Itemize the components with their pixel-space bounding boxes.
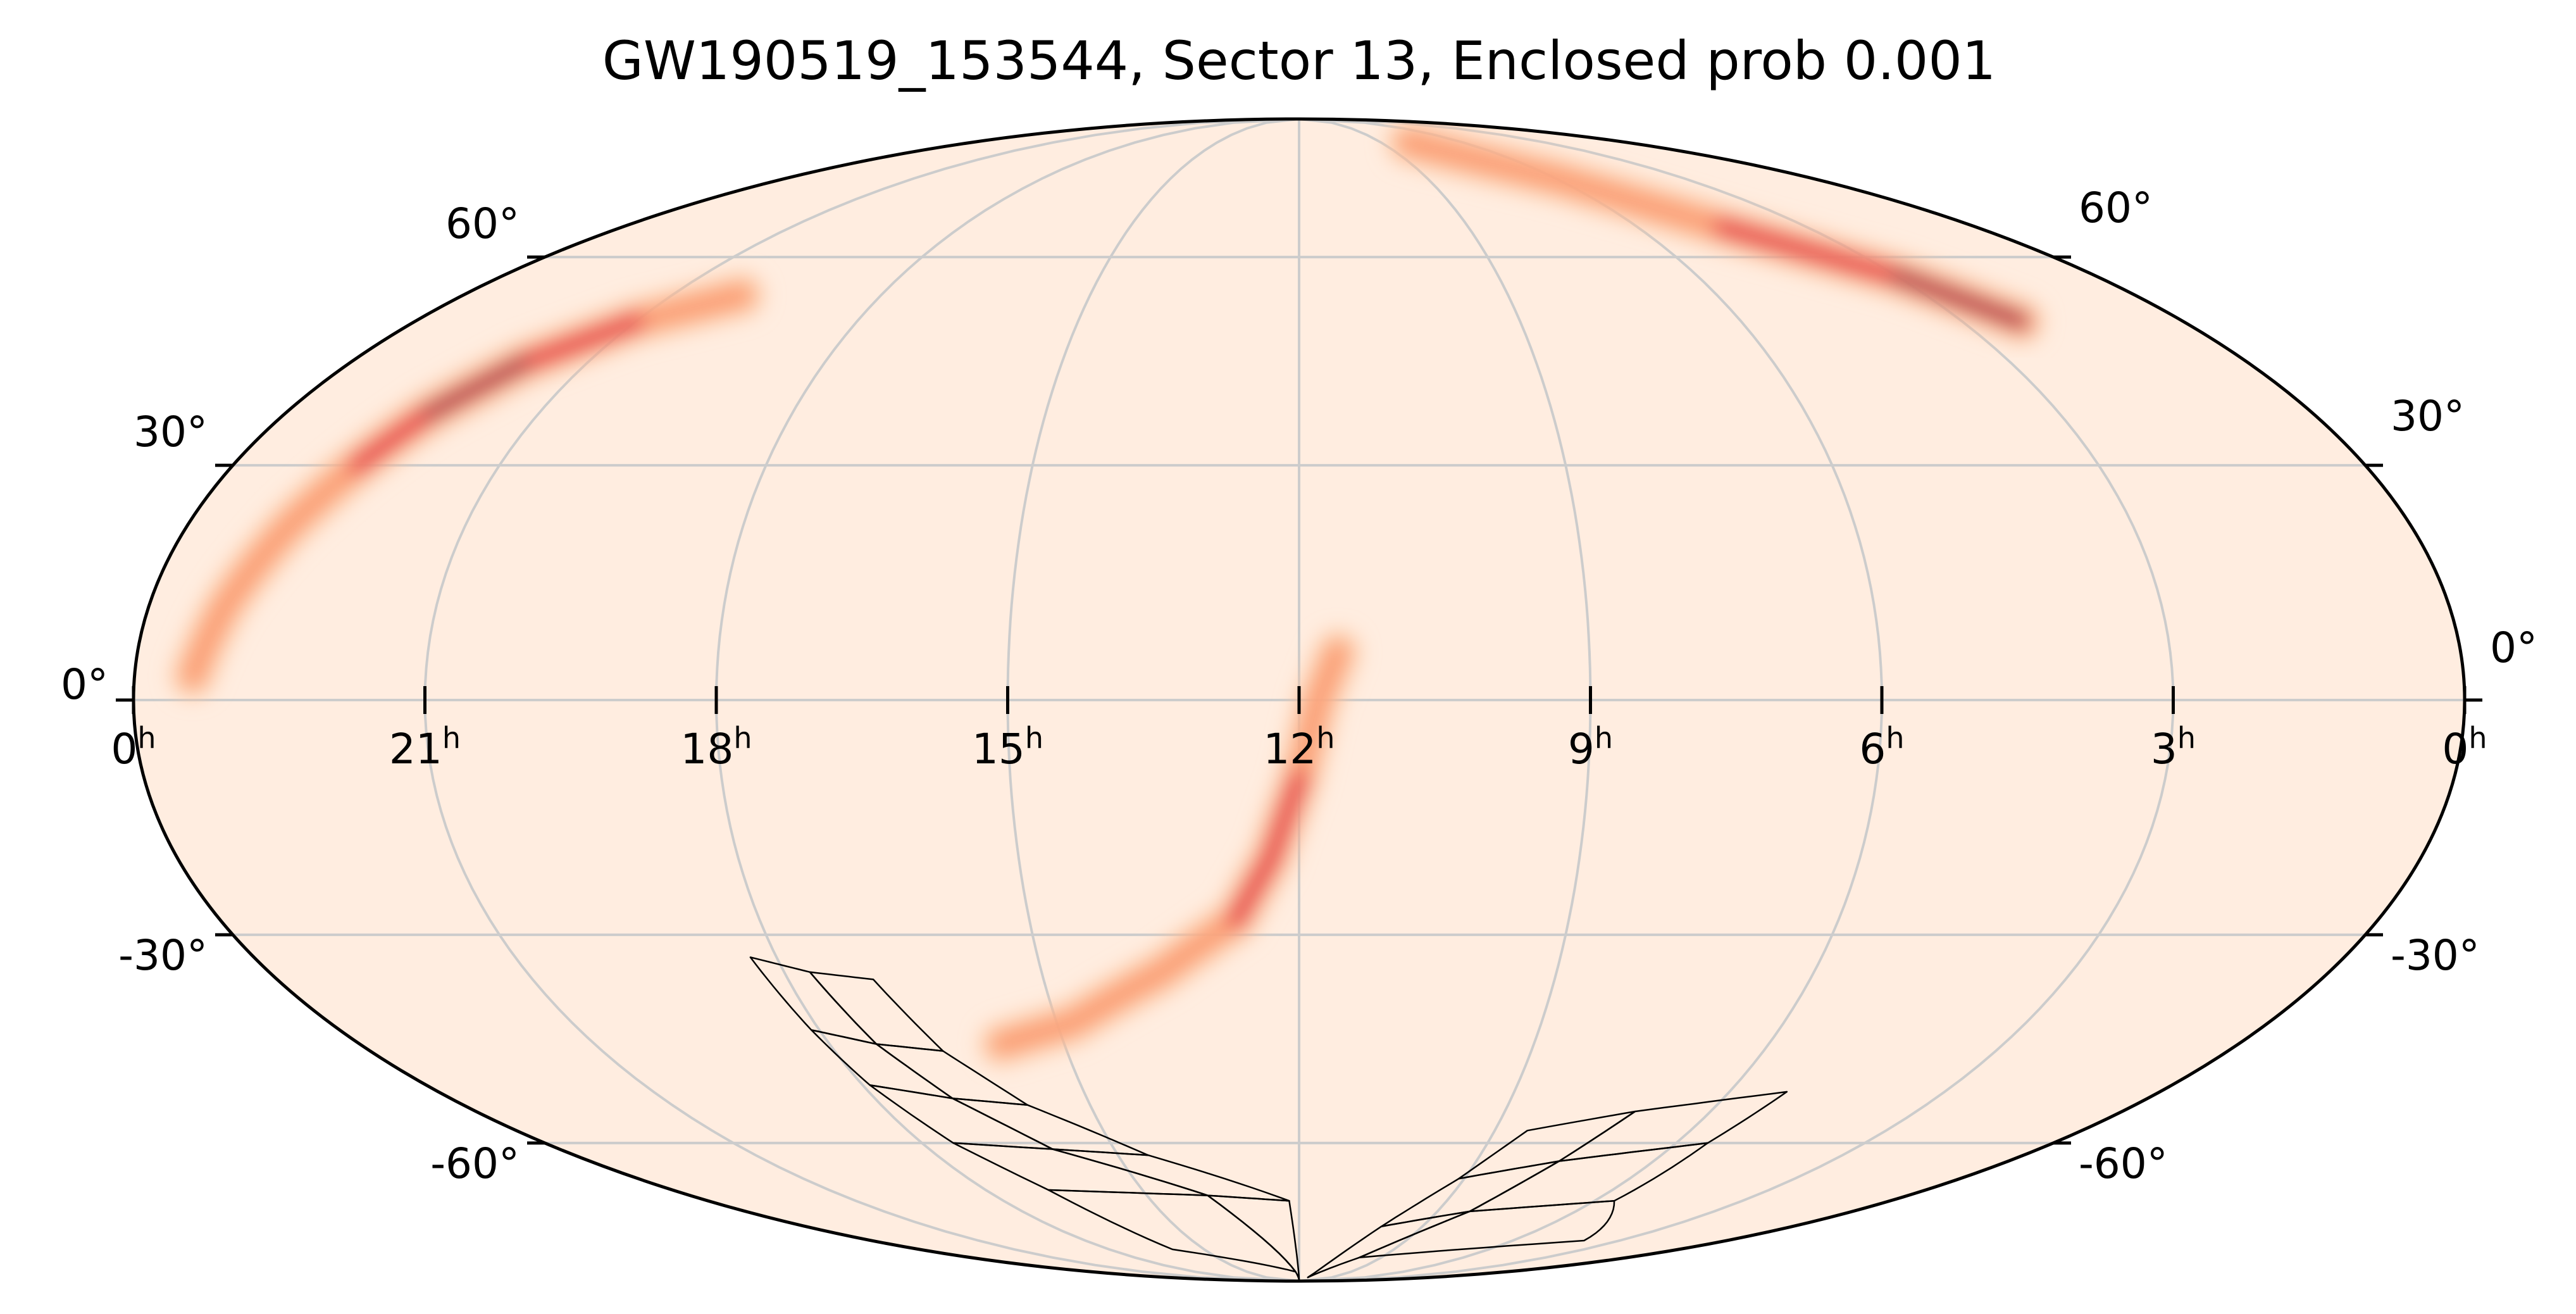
arc-peak xyxy=(1891,270,2027,328)
chart-title: GW190519_153544, Sector 13, Enclosed pro… xyxy=(602,30,1996,92)
ra-tick-value: 21 xyxy=(389,725,442,773)
dec-tick-label-right: -30° xyxy=(2391,931,2480,980)
dec-tick-label-right: -60° xyxy=(2079,1139,2168,1188)
probability-arcs xyxy=(170,120,2044,1067)
ra-tick-unit: h xyxy=(1025,721,1043,755)
ra-tick-label: 0h xyxy=(111,721,156,773)
dec-tick-label-left: 0° xyxy=(61,660,108,709)
probability-arc xyxy=(1386,120,2044,344)
probability-arc xyxy=(170,273,764,699)
ra-tick-value: 12 xyxy=(1263,725,1316,773)
dec-tick-label-left: -60° xyxy=(430,1139,520,1188)
ra-tick-unit: h xyxy=(2468,721,2487,755)
ra-tick-unit: h xyxy=(1316,721,1335,755)
ccd-footprint xyxy=(1358,1199,1615,1259)
ra-tick-value: 3 xyxy=(2151,725,2177,773)
ra-tick-unit: h xyxy=(733,721,752,755)
dec-tick-label-left: -30° xyxy=(118,931,208,980)
probability-arc xyxy=(979,630,1360,1067)
ra-tick-label: 0h xyxy=(2442,721,2487,773)
ra-tick-label: 18h xyxy=(680,721,752,773)
ra-tick-value: 6 xyxy=(1859,725,1886,773)
dec-tick-label-right: 30° xyxy=(2391,392,2465,441)
ra-tick-unit: h xyxy=(2177,721,2196,755)
ra-tick-label: 12h xyxy=(1263,721,1335,773)
sector-footprints xyxy=(749,956,1788,1280)
dec-tick-label-right: 60° xyxy=(2079,184,2153,232)
ra-tick-value: 0 xyxy=(2442,725,2468,773)
dec-tick-label-left: 60° xyxy=(445,199,520,248)
dec-tick-label-right: 0° xyxy=(2490,623,2537,672)
ra-tick-label: 9h xyxy=(1568,721,1613,773)
ra-tick-unit: h xyxy=(1886,721,1904,755)
ra-tick-unit: h xyxy=(442,721,461,755)
arc-core xyxy=(1226,770,1309,929)
dec-tick-label-left: 30° xyxy=(134,408,208,456)
ra-tick-label: 6h xyxy=(1859,721,1904,773)
ra-tick-label: 15h xyxy=(972,721,1043,773)
ra-tick-unit: h xyxy=(137,721,156,755)
ra-tick-unit: h xyxy=(1595,721,1613,755)
ra-tick-label: 3h xyxy=(2151,721,2196,773)
ra-tick-label: 21h xyxy=(389,721,461,773)
ra-tick-value: 15 xyxy=(972,725,1025,773)
ra-tick-value: 9 xyxy=(1568,725,1595,773)
arc-peak xyxy=(423,357,530,419)
ra-tick-value: 18 xyxy=(680,725,733,773)
ra-tick-value: 0 xyxy=(111,725,137,773)
